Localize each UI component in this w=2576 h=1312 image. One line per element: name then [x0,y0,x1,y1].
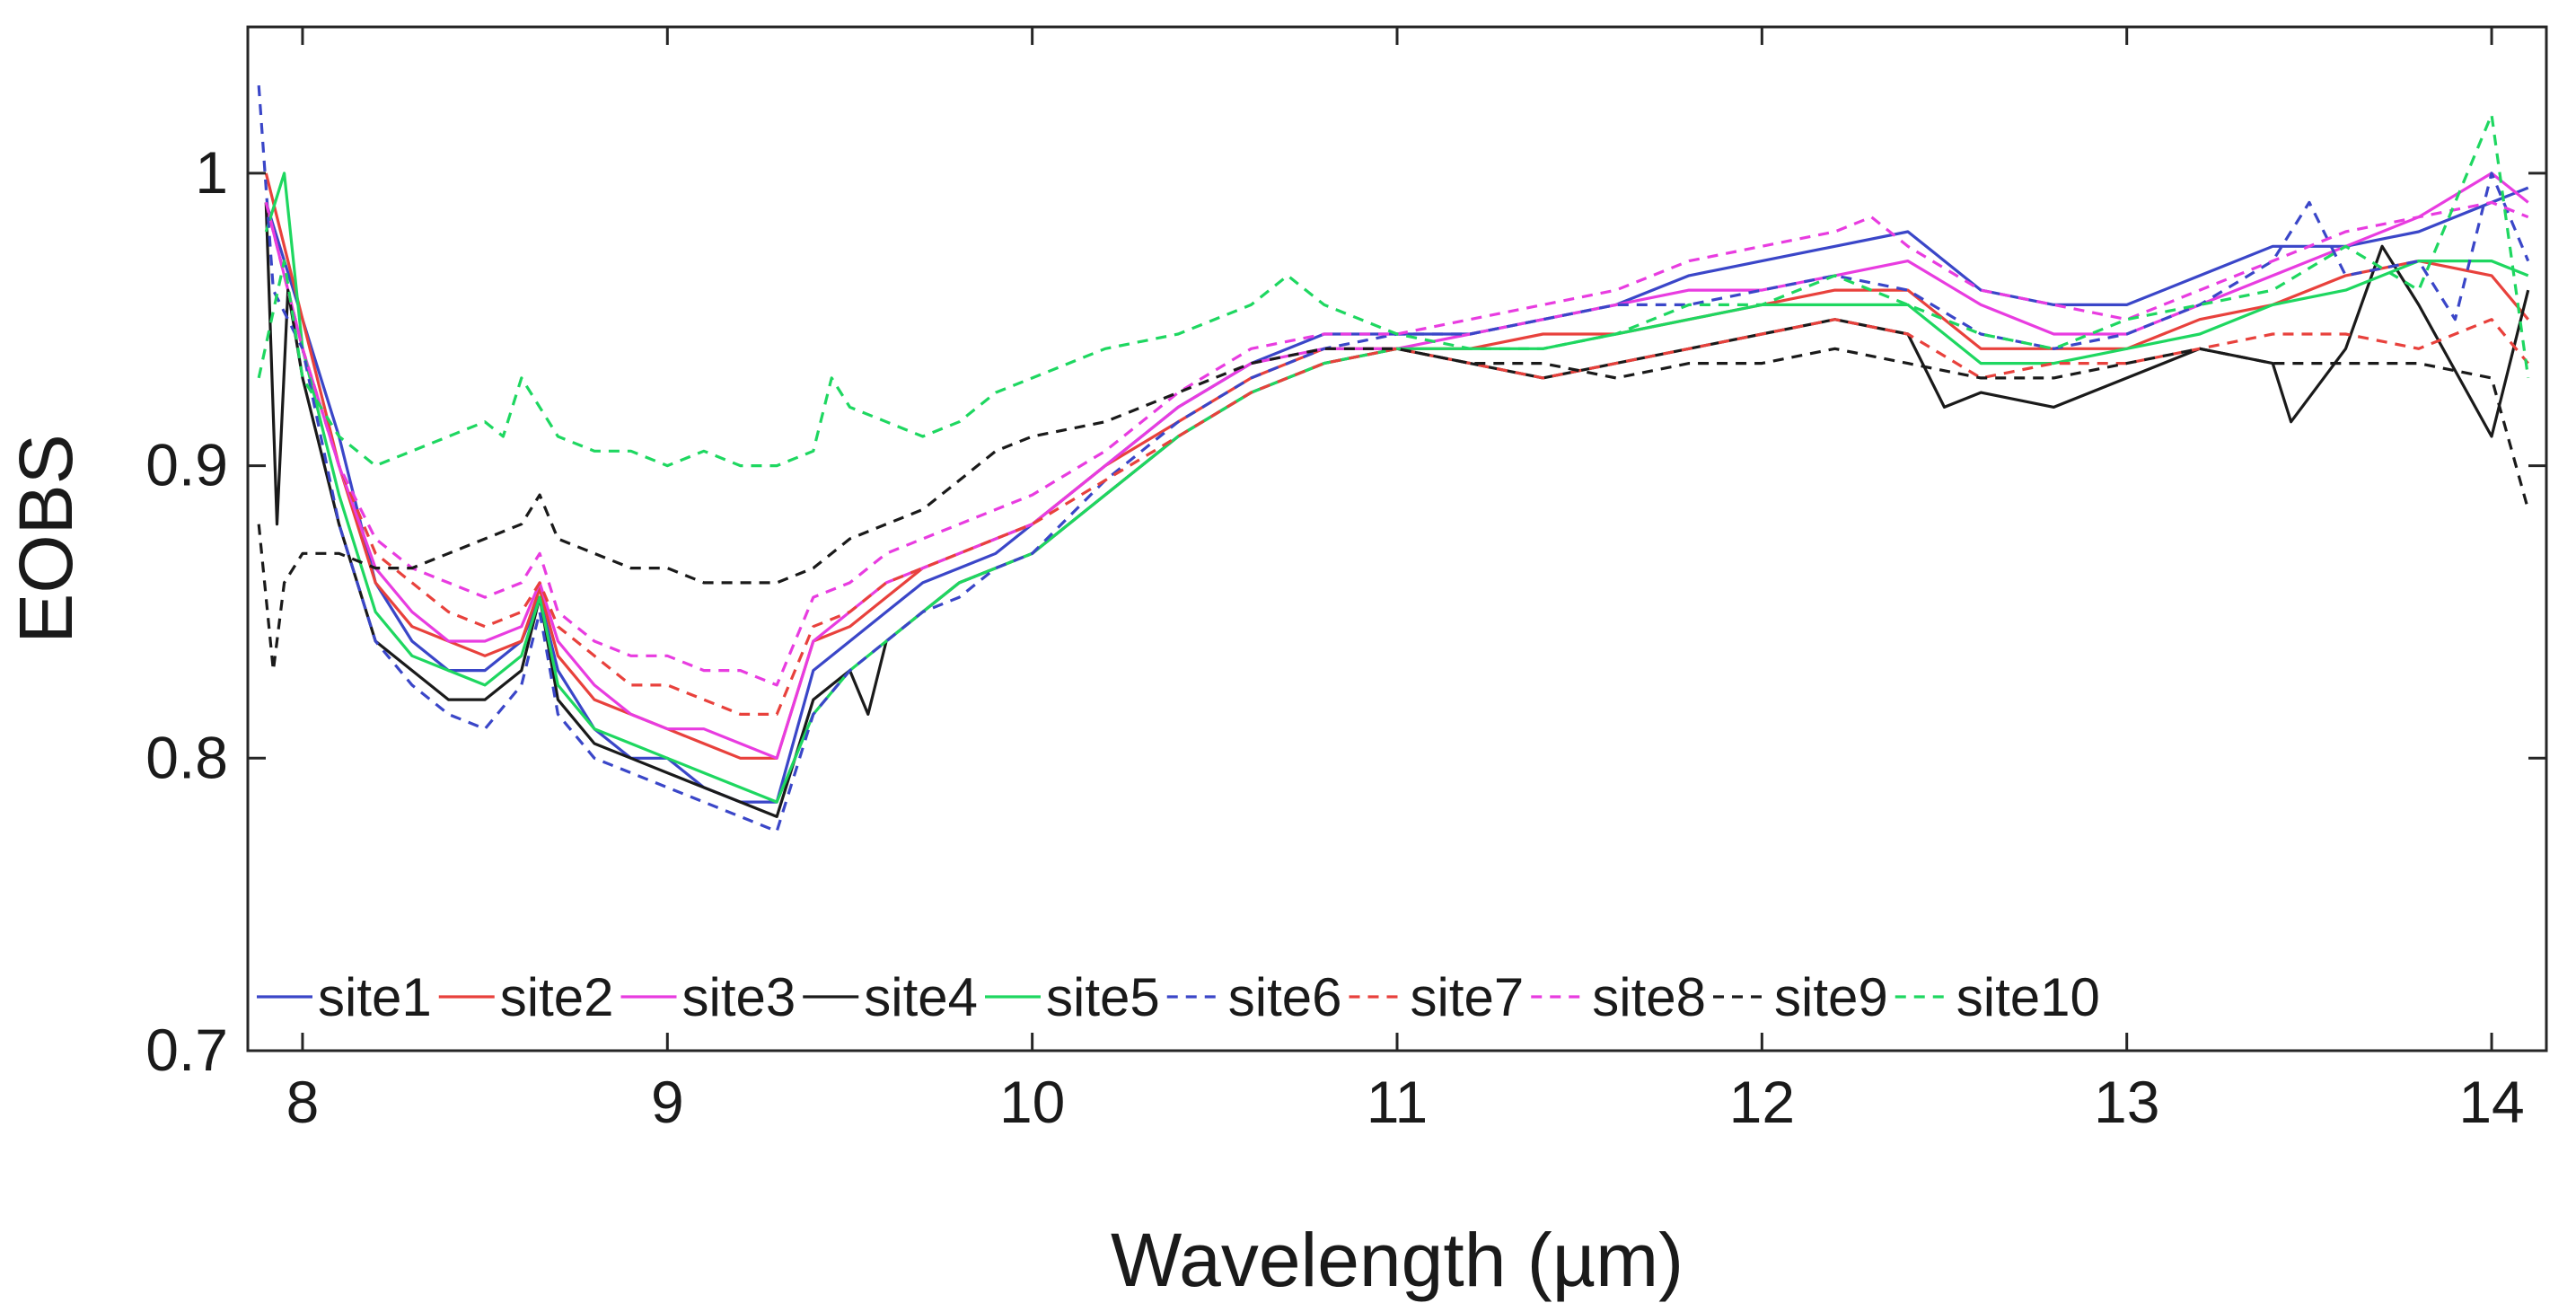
x-tick-label: 10 [999,1069,1065,1135]
legend-item-site2: site2 [438,967,614,1027]
legend-label: site6 [1228,967,1342,1027]
y-tick-label: 0.7 [145,1017,228,1083]
legend-item-site6: site6 [1166,967,1342,1027]
x-tick-label: 9 [651,1069,684,1135]
legend-item-site9: site9 [1713,967,1888,1027]
series-layer [257,84,2530,833]
y-axis-label: EOBS [4,434,88,643]
legend-label: site5 [1046,967,1160,1027]
legend-label: site7 [1411,967,1525,1027]
legend: site1 site2 site3 site4 site5 site6 site7 site8… [257,967,2100,1027]
legend-label: site4 [864,967,978,1027]
legend-label: site9 [1774,967,1888,1027]
x-tick-label: 8 [286,1069,320,1135]
legend-item-site1: site1 [257,967,432,1027]
tick-layer: 8 9 10 11 12 13 14 0.7 0.8 0.9 1 [145,27,2546,1135]
legend-label: site10 [1956,967,2100,1027]
series-line-site6 [257,84,2530,833]
series-line-site3 [264,172,2529,760]
series-line-site8 [264,200,2529,687]
y-tick-label: 0.9 [145,432,228,498]
x-tick-label: 14 [2458,1069,2524,1135]
legend-item-site5: site5 [985,967,1160,1027]
x-tick-label: 13 [2094,1069,2159,1135]
legend-item-site4: site4 [803,967,978,1027]
series-line-site7 [264,202,2529,716]
legend-label: site8 [1592,967,1706,1027]
legend-label: site3 [682,967,796,1027]
x-tick-label: 11 [1367,1069,1429,1135]
y-tick-label: 0.8 [145,724,228,790]
legend-item-site3: site3 [620,967,796,1027]
x-tick-label: 12 [1729,1069,1795,1135]
series-line-site10 [257,113,2530,468]
series-line-site9 [257,347,2530,673]
legend-item-site8: site8 [1531,967,1706,1027]
x-axis-label: Wavelength (µm) [1111,1218,1684,1302]
legend-label: site1 [318,967,432,1027]
y-tick-label: 1 [195,139,228,206]
legend-item-site10: site10 [1895,967,2100,1027]
legend-label: site2 [500,967,614,1027]
legend-item-site7: site7 [1349,967,1525,1027]
series-line-site5 [264,172,2529,804]
